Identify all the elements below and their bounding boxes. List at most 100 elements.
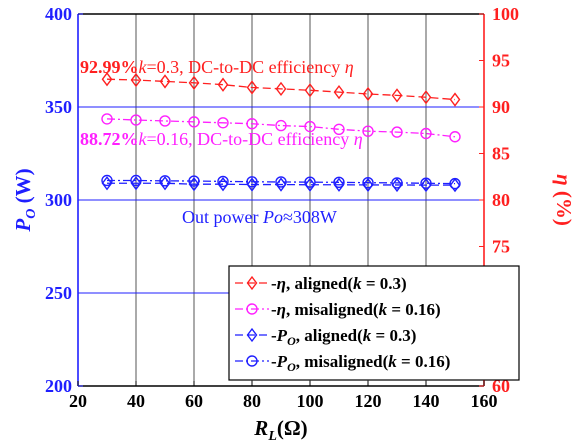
right-axis-label: η (%) [552, 174, 576, 226]
right-tick-label: 95 [492, 51, 510, 71]
right-tick-label: 60 [492, 376, 510, 396]
legend-symbol: η [277, 274, 286, 293]
legend-prefix: - [271, 300, 277, 319]
data-point [304, 177, 316, 192]
legend-marker [246, 327, 258, 343]
left-tick-label: 400 [45, 4, 72, 24]
annotation-text: =0.16, DC-to-DC efficiency [147, 129, 354, 149]
annotation-text: Out power [182, 207, 263, 227]
legend-symbol: P [276, 352, 288, 371]
annotation-k: k [139, 129, 148, 149]
data-point [391, 177, 403, 189]
data-point [188, 116, 200, 128]
legend-label: -PO, misaligned(k = 0.16) [271, 352, 450, 374]
annotation-symbol: η [345, 57, 354, 77]
left-axis-label-sub: O [24, 209, 39, 219]
annotation-value: 92.99% [80, 57, 139, 77]
left-axis-label-unit: (W) [11, 168, 35, 208]
data-point [130, 176, 142, 191]
data-point [420, 177, 432, 189]
data-point [188, 175, 200, 187]
x-tick-label: 20 [69, 391, 87, 411]
data-point [304, 176, 316, 188]
data-point [275, 119, 287, 132]
annotation-eta-misaligned: 88.72%k=0.16, DC-to-DC efficiency η [80, 129, 363, 149]
right-tick-label: 100 [492, 4, 519, 24]
data-point [304, 120, 316, 133]
legend-marker [246, 355, 258, 367]
annotation-power: Out power Po≈308W [182, 207, 337, 227]
legend-marker [246, 303, 258, 315]
annotation-k: k [139, 57, 148, 77]
data-point [217, 117, 229, 129]
legend-prefix: - [271, 326, 277, 345]
legend-sub: O [287, 360, 296, 374]
data-point [217, 175, 229, 188]
legend-symbol: η [277, 300, 286, 319]
data-point [420, 90, 432, 105]
legend-label: -PO, aligned(k = 0.3) [271, 326, 416, 348]
data-point [362, 125, 374, 137]
legend-prefix: - [271, 352, 277, 371]
data-point [333, 123, 345, 136]
data-point [130, 114, 142, 126]
data-point [246, 80, 258, 95]
data-point [275, 81, 287, 97]
right-axis-label-unit: (%) [552, 186, 576, 226]
series-line [107, 182, 455, 186]
data-point [101, 174, 113, 187]
legend-k: k [388, 352, 397, 371]
data-point [333, 176, 345, 189]
series-line [107, 179, 456, 185]
left-tick-label: 350 [45, 97, 72, 117]
legend-marker [246, 275, 258, 291]
x-tick-label: 140 [413, 391, 440, 411]
series-3 [101, 174, 461, 190]
data-point [101, 72, 113, 87]
x-tick-label: 80 [243, 391, 261, 411]
legend-k: k [379, 300, 388, 319]
x-tick-label: 60 [185, 391, 203, 411]
data-point [362, 86, 374, 102]
left-axis-label-symbol: P [11, 219, 35, 233]
series-line [106, 118, 456, 138]
annotation-po: Po [262, 207, 283, 227]
data-point [391, 88, 403, 103]
annotation-eta-aligned: 92.99%k=0.3, DC-to-DC efficiency η [80, 57, 354, 77]
legend-box [228, 265, 520, 381]
data-point [159, 175, 171, 187]
x-tick-label: 160 [471, 391, 498, 411]
data-point [159, 115, 171, 127]
data-point [217, 177, 229, 192]
left-axis-label: PO (W) [11, 168, 39, 232]
legend-symbol: P [276, 326, 288, 345]
x-axis-label-symbol: R [253, 416, 268, 440]
x-tick-label: 120 [355, 391, 382, 411]
right-tick-label: 90 [492, 97, 510, 117]
data-point [420, 127, 432, 140]
legend-text: , aligned( [296, 326, 363, 345]
legend-k: k [363, 326, 372, 345]
series-0 [101, 72, 461, 107]
data-point [159, 74, 171, 89]
data-point [101, 176, 113, 191]
data-point [246, 118, 258, 130]
series-1 [101, 113, 461, 143]
legend-text: , aligned( [286, 274, 353, 293]
x-axis-label-unit: (Ω) [277, 416, 308, 440]
legend-text: , misaligned( [286, 300, 379, 319]
legend-text: , misaligned( [296, 352, 389, 371]
data-point [275, 176, 287, 188]
legend-tail: = 0.16) [397, 352, 451, 371]
right-tick-label: 75 [492, 237, 510, 257]
annotation-tail: ≈308W [283, 207, 337, 227]
data-point [362, 177, 374, 189]
data-point [217, 77, 229, 92]
legend-k: k [353, 274, 362, 293]
legend-tail: = 0.16) [387, 300, 441, 319]
data-point [449, 177, 461, 190]
legend-label: -η, aligned(k = 0.3) [271, 274, 407, 293]
left-tick-label: 200 [45, 376, 72, 396]
data-point [449, 131, 461, 143]
legend-label: -η, misaligned(k = 0.16) [271, 300, 441, 319]
